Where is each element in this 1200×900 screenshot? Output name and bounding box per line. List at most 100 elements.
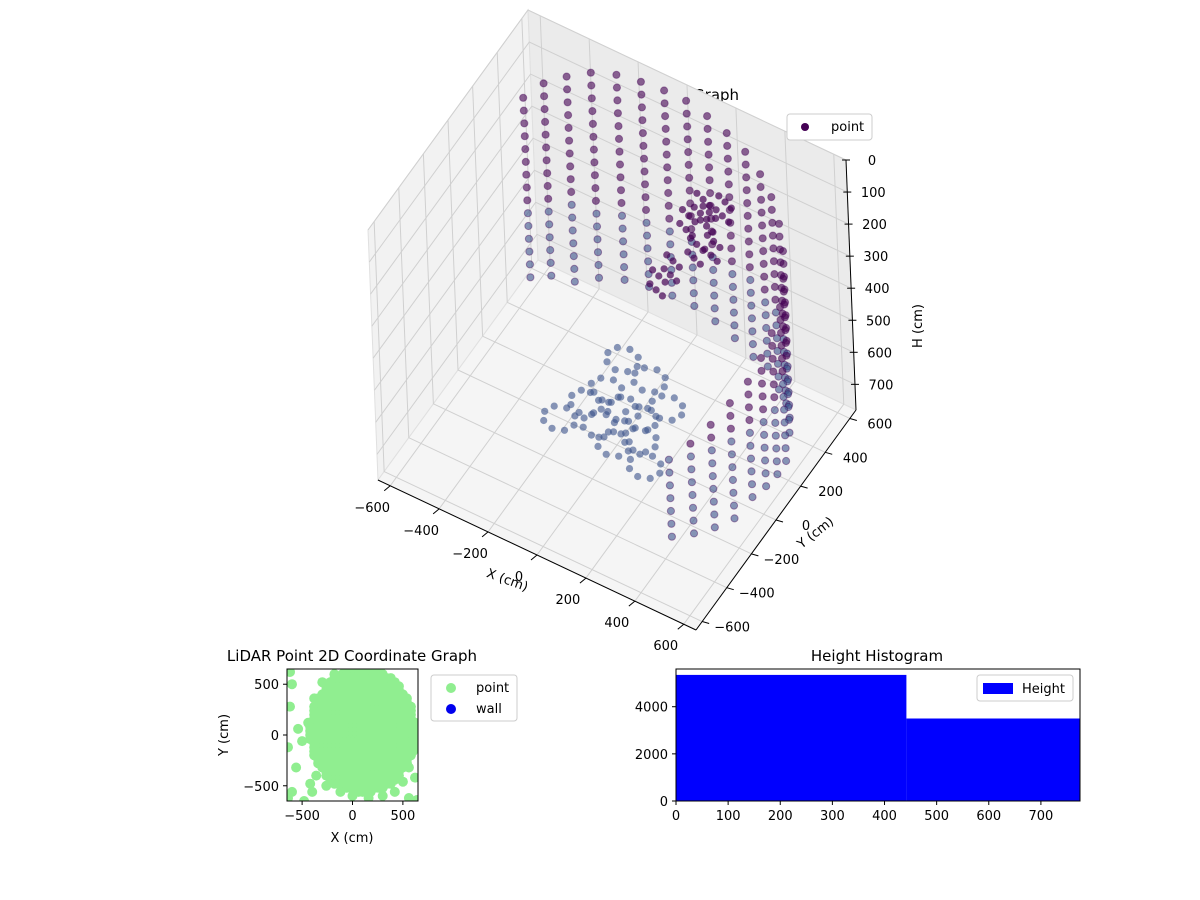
point-3d: [725, 399, 735, 408]
point-3d: [705, 201, 714, 210]
point-3d: [658, 292, 667, 300]
y-tick-label: −600: [714, 621, 750, 636]
point-3d: [771, 431, 780, 440]
point-3d: [637, 103, 647, 112]
chart-histogram-bars: [676, 674, 1080, 801]
point-3d: [687, 478, 697, 487]
chart-3d-legend: point: [786, 113, 873, 141]
point-3d: [567, 187, 576, 197]
point-3d: [726, 411, 735, 420]
point-3d: [587, 379, 595, 387]
point-3d: [696, 216, 705, 224]
point-3d: [767, 193, 776, 202]
point-2d: [305, 778, 316, 789]
point-3d: [725, 193, 734, 202]
point-3d: [568, 213, 577, 222]
point-3d: [772, 457, 781, 466]
point-3d: [745, 263, 754, 272]
grid-line-y: [373, 221, 703, 622]
point-3d: [670, 394, 678, 402]
point-3d: [744, 237, 753, 246]
point-3d: [747, 301, 756, 310]
x-tick: [530, 554, 538, 561]
y-tick-label: −200: [764, 553, 800, 568]
x-tick-label: 200: [768, 809, 793, 824]
point-3d: [678, 206, 687, 214]
chart-3d: LiDAR Point 3D Coordinate Graph −600−400…: [354, 8, 926, 654]
point-3d: [597, 405, 605, 413]
point-3d: [519, 106, 528, 115]
point-3d: [580, 414, 588, 422]
point-3d: [595, 433, 603, 441]
point-2d: [403, 713, 414, 724]
point-3d: [604, 349, 612, 357]
point-3d: [709, 265, 718, 275]
point-3d: [587, 94, 596, 103]
point-3d: [636, 77, 646, 86]
point-3d: [647, 406, 655, 414]
point-3d: [690, 203, 698, 211]
point-3d: [520, 119, 529, 128]
point-3d: [686, 234, 695, 242]
x-tick-label: −500: [284, 809, 320, 824]
point-3d: [704, 137, 713, 146]
point-3d: [540, 416, 548, 425]
x-tick: [579, 577, 587, 584]
x-tick-label: −600: [354, 501, 390, 516]
point-3d: [664, 455, 674, 464]
point-3d: [627, 395, 635, 403]
point-3d: [664, 201, 673, 210]
z-tick-label: 200: [862, 218, 887, 233]
point-2d: [379, 673, 390, 684]
point-3d: [713, 257, 721, 265]
point-3d: [774, 219, 784, 228]
point-3d: [564, 123, 573, 133]
point-3d: [760, 443, 769, 452]
point-3d: [638, 129, 648, 138]
point-3d: [570, 421, 578, 429]
point-3d: [613, 109, 623, 118]
chart-3d-ticks: −600 −400 −200 0 200 400 600 −600 −400 −200 0 200 40…: [354, 154, 893, 654]
point-3d: [655, 272, 663, 280]
point-3d: [660, 265, 668, 273]
point-3d: [622, 408, 630, 416]
point-3d: [775, 232, 784, 241]
point-3d: [524, 234, 534, 243]
point-3d: [541, 117, 550, 127]
point-3d: [644, 257, 653, 266]
point-3d: [620, 263, 629, 272]
x-tick: [628, 600, 636, 607]
point-3d: [519, 93, 528, 102]
point-3d: [727, 204, 735, 212]
grid-line-z: [367, 9, 847, 231]
point-3d: [778, 367, 787, 376]
point-3d: [770, 282, 780, 291]
x-tick-label: 500: [924, 809, 949, 824]
point-3d: [686, 439, 695, 448]
x-tick-label: 0: [348, 809, 356, 824]
y-tick-label: 600: [867, 417, 892, 432]
point-2d: [367, 669, 378, 677]
point-3d: [710, 510, 719, 519]
point-3d: [660, 383, 668, 391]
point-3d: [651, 421, 659, 430]
y-tick: [751, 553, 759, 557]
point-3d: [665, 227, 674, 236]
point-3d: [773, 470, 782, 479]
point-2d: [299, 796, 310, 801]
point-3d: [682, 226, 690, 234]
point-3d: [566, 162, 575, 171]
point-3d: [744, 403, 754, 412]
point-3d: [781, 444, 790, 453]
point-2d: [389, 786, 400, 797]
point-3d: [770, 270, 779, 279]
point-3d: [624, 447, 632, 455]
point-3d: [757, 195, 766, 204]
point-3d: [638, 386, 646, 394]
point-3d: [548, 424, 556, 432]
y-tick-label: 500: [254, 678, 279, 693]
point-3d: [693, 189, 701, 197]
point-3d: [637, 90, 646, 99]
point-3d: [563, 98, 572, 107]
